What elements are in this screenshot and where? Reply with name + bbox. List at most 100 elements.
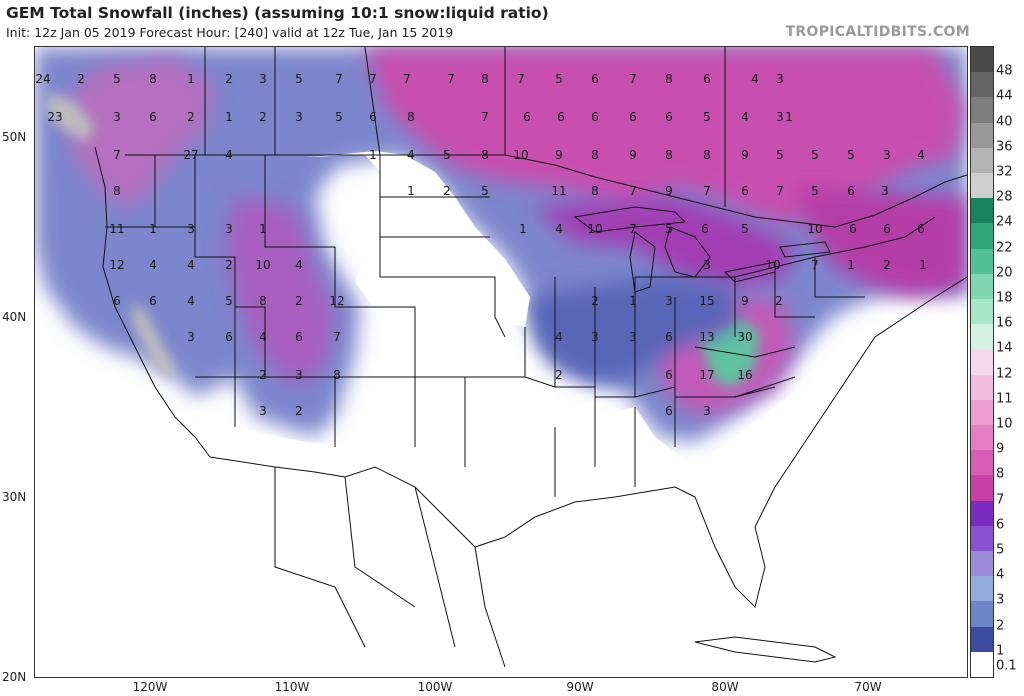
snowfall-value: 4 [187, 258, 195, 272]
snowfall-value: 6 [665, 368, 673, 382]
snow-region-greatlakes [535, 197, 795, 287]
snowfall-value: 2 [225, 72, 233, 86]
snowfall-value: 1 [369, 148, 377, 162]
snow-region-cascades [45, 92, 95, 142]
colorbar-label: 4 [996, 567, 1005, 583]
lon-label-90w: 90W [566, 680, 594, 694]
colorbar-label: 24 [996, 214, 1013, 230]
forecast-info: Init: 12z Jan 05 2019 Forecast Hour: [24… [6, 25, 454, 40]
snowfall-value: 7 [629, 72, 637, 86]
colorbar-legend [970, 46, 994, 678]
colorbar-label: 32 [996, 164, 1013, 180]
colorbar-label: 20 [996, 265, 1013, 281]
snowfall-value: 9 [665, 184, 673, 198]
colorbar-label: 3 [996, 592, 1005, 608]
snowfall-value: 8 [407, 110, 415, 124]
snowfall-value: 3 [665, 294, 673, 308]
snowfall-value: 6 [295, 330, 303, 344]
snowfall-value: 4 [295, 258, 303, 272]
snowfall-value: 6 [701, 222, 709, 236]
snowfall-value: 5 [811, 148, 819, 162]
snowfall-value: 3 [295, 368, 303, 382]
colorbar-label: 16 [996, 315, 1013, 331]
gulf-coast [504, 276, 967, 608]
colorbar-segment [971, 96, 993, 123]
snowfall-value: 10 [765, 258, 780, 272]
mexico-states [274, 467, 506, 668]
snowfall-value: 10 [807, 222, 822, 236]
snowfall-value: 10 [255, 258, 270, 272]
state-lines-west [105, 155, 416, 447]
snowfall-value: 7 [447, 72, 455, 86]
colorbar-segment [971, 348, 993, 375]
snowfall-value: 5 [776, 148, 784, 162]
snowfall-value: 5 [811, 184, 819, 198]
colorbar-label: 8 [996, 466, 1005, 482]
snowfall-value: 5 [335, 110, 343, 124]
snowfall-value: 2 [883, 258, 891, 272]
lon-label-80w: 80W [711, 680, 739, 694]
snow-region-west-1 [225, 197, 335, 387]
colorbar-label: 6 [996, 517, 1005, 533]
snowfall-value: 4 [917, 148, 925, 162]
snowfall-value: 3 [187, 330, 195, 344]
snowfall-value: 1 [519, 222, 527, 236]
snowfall-value: 7 [369, 72, 377, 86]
lat-label-40n: 40N [2, 310, 27, 324]
colorbar-segment [971, 222, 993, 249]
snowfall-value: 5 [481, 184, 489, 198]
snowfall-value: 9 [629, 148, 637, 162]
snowfall-value: 6 [665, 404, 673, 418]
snowfall-value: 4 [259, 330, 267, 344]
lon-label-120w: 120W [132, 680, 168, 694]
snowfall-value: 15 [699, 294, 714, 308]
snowfall-value: 8 [259, 294, 267, 308]
snowfall-value: 3 [259, 72, 267, 86]
snowfall-value: 3 [629, 330, 637, 344]
snowfall-value: 2 [443, 184, 451, 198]
snowfall-value: 2 [591, 294, 599, 308]
snowfall-value: 30 [737, 330, 752, 344]
snowfall-value: 4 [407, 148, 415, 162]
snowfall-value: 5 [443, 148, 451, 162]
snowfall-value: 5 [555, 72, 563, 86]
snowfall-value: 3 [776, 110, 784, 124]
colorbar-segment [971, 172, 993, 199]
snowfall-value: 2 [187, 110, 195, 124]
snowfall-value: 6 [591, 110, 599, 124]
snowfall-value: 6 [847, 184, 855, 198]
snowfall-value: 6 [369, 110, 377, 124]
snowfall-value: 3 [259, 404, 267, 418]
brand-watermark: TROPICALTIDBITS.COM [785, 24, 970, 40]
snowfall-value: 2 [225, 258, 233, 272]
snowfall-value: 3 [225, 222, 233, 236]
west-coast [94, 146, 211, 458]
snowfall-value: 27 [183, 148, 198, 162]
snowfall-value: 1 [919, 258, 927, 272]
snowfall-value: 7 [333, 330, 341, 344]
colorbar-segment [971, 122, 993, 148]
snowfall-value: 5 [847, 148, 855, 162]
snowfall-value: 8 [149, 72, 157, 86]
colorbar-label: 10 [996, 416, 1013, 432]
snowfall-value: 1 [149, 222, 157, 236]
snow-region-canada [365, 47, 965, 222]
colorbar-segment [971, 575, 993, 602]
snowfall-value: 5 [113, 72, 121, 86]
colorbar-segment [971, 147, 993, 173]
colorbar-segment [971, 399, 993, 425]
snowfall-value: 5 [665, 222, 673, 236]
colorbar-segment [971, 550, 993, 577]
value-labels: 24 2 5 8 1 2 3 5 7 7 7 7 8 7 5 6 7 8 6 4 323 3 6 2 1 2 3 5 6 8 7 6 6 6 6 6 5… [35, 72, 926, 418]
snowfall-value: 8 [481, 148, 489, 162]
snowfall-value: 17 [699, 368, 714, 382]
snowfall-value: 6 [665, 110, 673, 124]
snowfall-value: 7 [811, 258, 819, 272]
colorbar-label: 18 [996, 290, 1013, 306]
snowfall-value: 3 [113, 110, 121, 124]
colorbar-label: 28 [996, 189, 1013, 205]
colorbar-segment [971, 525, 993, 551]
great-lakes [573, 206, 831, 293]
map-title: GEM Total Snowfall (inches) (assuming 10… [6, 4, 549, 22]
colorbar-segment [971, 197, 993, 224]
